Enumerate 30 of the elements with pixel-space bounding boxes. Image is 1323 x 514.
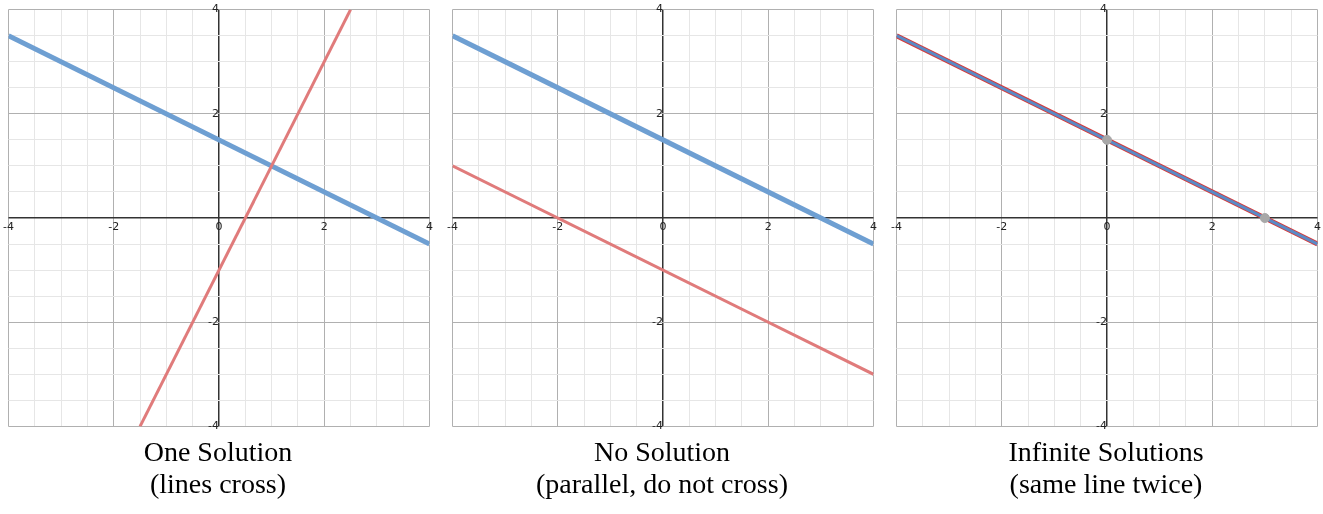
text: (lines cross) — [148, 468, 288, 500]
x-tick-label: -4 — [447, 220, 458, 234]
x-tick-label: 2 — [1208, 220, 1216, 234]
y-tick-label: -2 — [208, 315, 219, 329]
x-tick-label: 4 — [870, 220, 877, 234]
x-tick-label: -4 — [3, 220, 14, 234]
y-tick-label: -4 — [208, 419, 219, 433]
x-tick-label: -2 — [108, 220, 120, 234]
y-tick-label: -2 — [1096, 315, 1107, 329]
text: One Solution — [142, 436, 294, 468]
y-tick-label: 4 — [211, 2, 219, 16]
x-tick-label: -2 — [552, 220, 564, 234]
y-tick-label: 2 — [211, 106, 219, 120]
x-tick-label: 2 — [764, 220, 772, 234]
x-tick-label: -4 — [891, 220, 902, 234]
text: (parallel, do not cross) — [535, 468, 789, 500]
y-tick-label: 4 — [655, 2, 663, 16]
y-tick-label: 2 — [655, 106, 663, 120]
x-tick-label: 4 — [1314, 220, 1321, 234]
x-tick-label: 2 — [320, 220, 328, 234]
y-tick-label: -4 — [1096, 419, 1107, 433]
y-tick-label: -4 — [652, 419, 663, 433]
y-tick-label: 2 — [1099, 106, 1107, 120]
y-tick-label: -2 — [652, 315, 663, 329]
y-tick-label: 4 — [1099, 2, 1107, 16]
text: (same line twice) — [1008, 468, 1204, 500]
text: No Solution — [592, 436, 732, 468]
text: Infinite Solutions — [1007, 436, 1205, 468]
x-tick-label: -2 — [996, 220, 1008, 234]
x-tick-label: 4 — [426, 220, 433, 234]
